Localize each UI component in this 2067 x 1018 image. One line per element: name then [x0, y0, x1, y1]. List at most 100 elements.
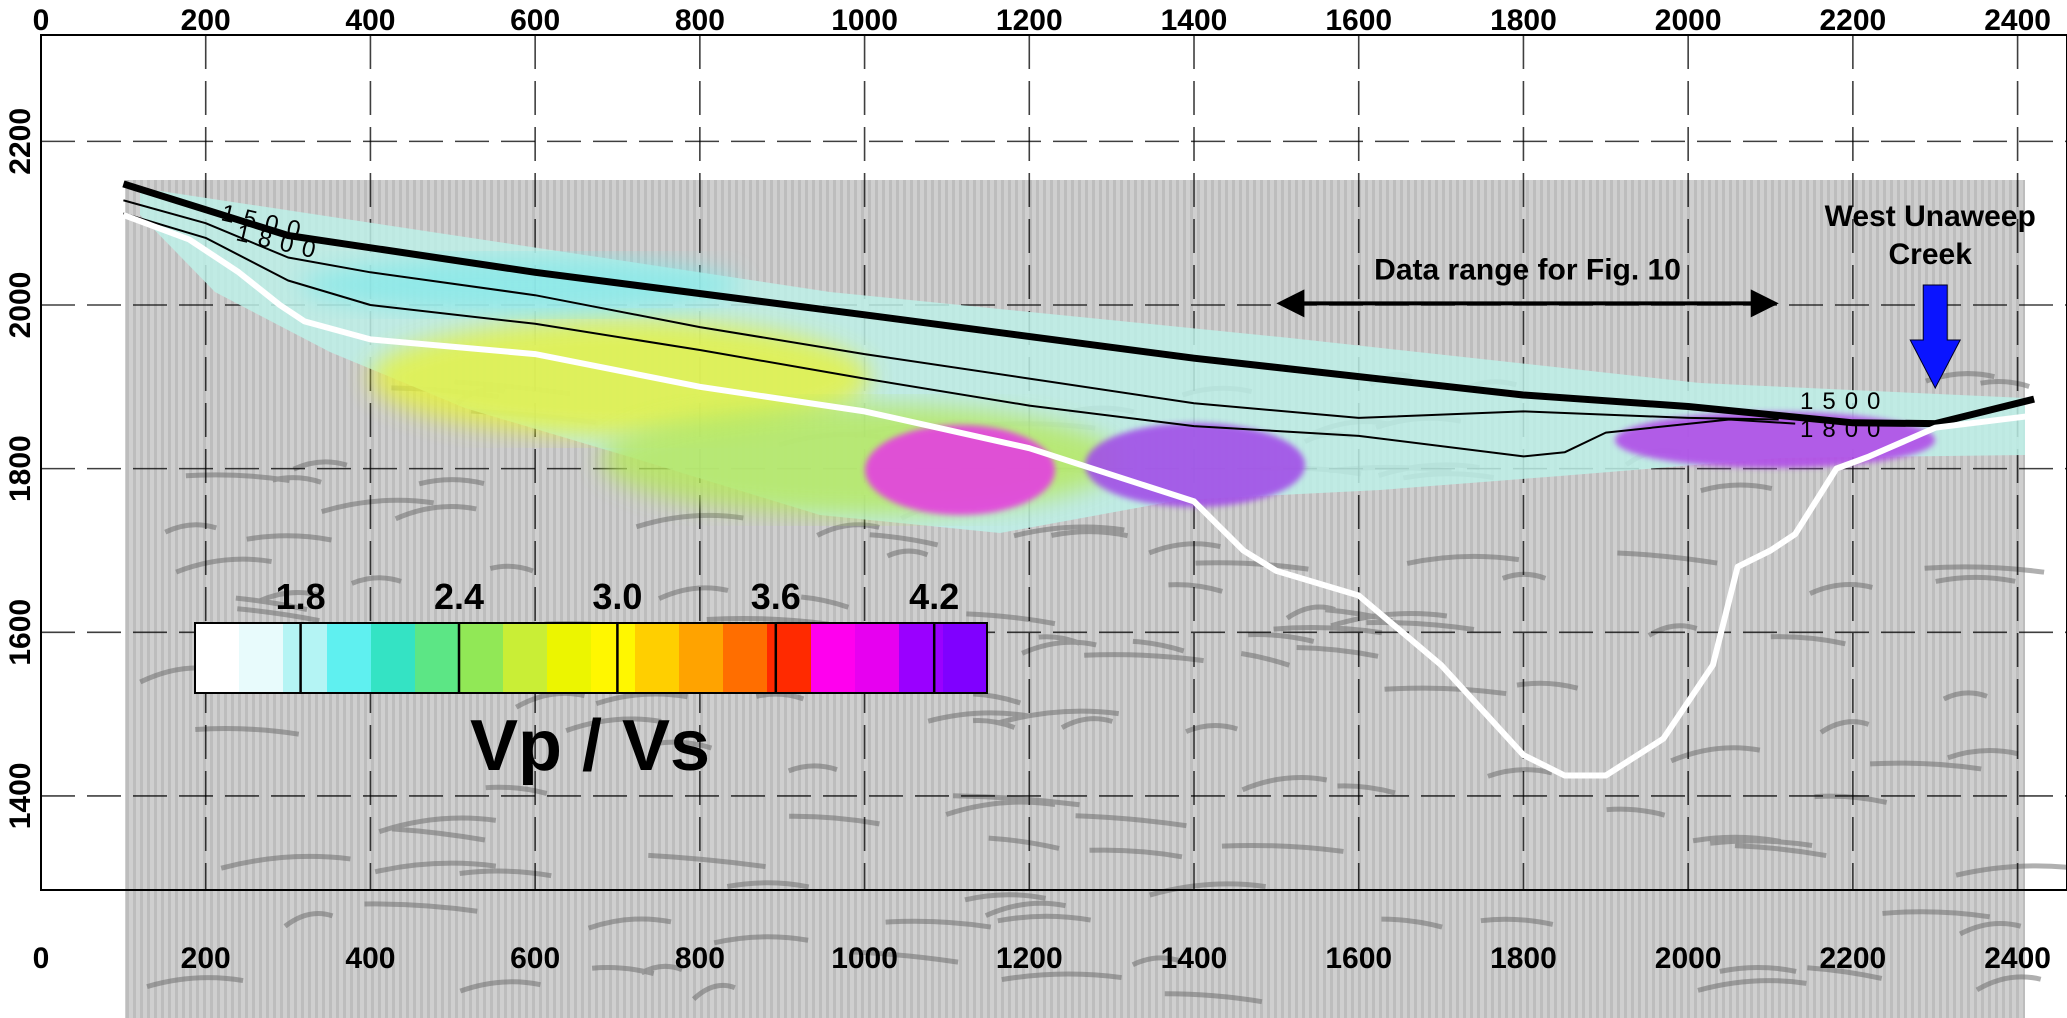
reflector-streak	[1719, 964, 1797, 974]
reflector-streak	[1487, 767, 1553, 779]
plot-frame	[40, 34, 2067, 891]
reflector-streak	[1381, 916, 1443, 930]
reflector-streak	[565, 716, 662, 734]
x-tick-label-bottom: 400	[345, 942, 395, 975]
x-tick-label-top: 1200	[996, 4, 1063, 37]
reflector-streak	[1709, 838, 1813, 848]
x-tick-label-top: 600	[510, 4, 560, 37]
reflector-streak	[1480, 916, 1554, 927]
x-tick-label-top: 2400	[1984, 4, 2051, 37]
x-tick-label-bottom: 1800	[1490, 942, 1557, 975]
basement-boundary-line	[122, 212, 2035, 779]
reflector-streak	[1084, 652, 1204, 664]
colorbar-frame	[194, 622, 988, 694]
creek-label-line2: Creek	[1889, 238, 1973, 271]
reflector-streak	[945, 799, 1056, 817]
x-tick-label-top: 400	[345, 4, 395, 37]
reflector-streak	[1050, 529, 1129, 539]
reflector-streak	[1734, 843, 1827, 859]
reflector-streak	[726, 880, 810, 890]
reflector-streak	[1195, 560, 1309, 572]
y-tick-label: 1600	[4, 599, 37, 666]
x-tick-label-bottom: 800	[675, 942, 725, 975]
reflector-streak	[1221, 842, 1344, 854]
reflector-streak	[927, 710, 1030, 724]
colorbar-tick-labels: 1.8 2.4 3.0 3.6 4.2	[276, 576, 960, 617]
colorbar-tick-label: 3.0	[592, 576, 642, 617]
reflector-streak	[259, 590, 322, 603]
reflector-streak	[1770, 634, 1846, 647]
reflector-streak	[1882, 909, 1991, 920]
reflector-streak	[283, 911, 334, 929]
colorbar-swatch	[899, 623, 944, 693]
reflector-streak	[800, 594, 850, 610]
reflector-streak	[489, 563, 534, 574]
colorbar-swatch	[547, 623, 592, 693]
reflector-streak	[272, 475, 322, 485]
data-range-label: Data range for Fig. 10	[1374, 253, 1681, 286]
y-axis: 2200 2000 1800 1600 1400	[4, 108, 37, 829]
reflector-streak	[1148, 541, 1221, 556]
reflector-streak	[587, 916, 672, 931]
reflector-streak	[1980, 378, 2030, 389]
colorbar-swatch	[195, 623, 240, 693]
colorbar-tick-label: 2.4	[434, 576, 484, 617]
colorbar-swatch	[459, 623, 504, 693]
reflector-streak	[485, 784, 548, 796]
reflector-streak	[595, 691, 688, 706]
contour-label-right-1500: 1500	[1800, 388, 1889, 415]
x-tick-label-top: 1600	[1325, 4, 1392, 37]
reflector-streak	[1606, 806, 1666, 818]
colorbar-swatch	[943, 623, 988, 693]
reflector-streak	[459, 868, 552, 879]
reflector-streak	[1942, 690, 1988, 702]
contour-1500-line	[123, 199, 1779, 421]
reflector-streak	[787, 763, 838, 774]
reflector-streak	[984, 900, 1067, 918]
y-tick-label: 2000	[4, 272, 37, 339]
x-tick-label-top: 800	[675, 4, 725, 37]
reflector-streak	[648, 852, 766, 870]
reflector-streak	[459, 979, 541, 994]
reflector-streak	[869, 532, 939, 548]
reflector-streak	[246, 533, 332, 543]
reflector-streak	[1617, 550, 1718, 566]
x-tick-label-top: 1000	[831, 4, 898, 37]
colorbar-swatch	[855, 623, 900, 693]
reflector-streak	[972, 718, 1016, 730]
reflector-streak	[886, 548, 929, 559]
violet-zone-b	[1085, 423, 1305, 507]
colorbar-title: Vp / Vs	[470, 706, 710, 786]
reflector-streak	[1089, 847, 1183, 860]
reflector-streak	[658, 585, 729, 601]
vpvs-colorbar	[194, 622, 988, 694]
reflector-streak	[1273, 625, 1383, 636]
colorbar-tick-label: 1.8	[276, 576, 326, 617]
x-tick-label-top: 2200	[1819, 4, 1886, 37]
reflector-streak	[1869, 760, 1982, 772]
x-tick-label-bottom: 200	[181, 942, 231, 975]
reflector-streak	[1164, 991, 1263, 1005]
colorbar-swatch	[591, 623, 636, 693]
x-axis-bottom: 0 200 400 600 800 1000 1200 1400 1600 1800 2000 220…	[33, 942, 2051, 975]
reflector-streak	[973, 691, 1022, 706]
colorbar-swatch	[371, 623, 416, 693]
reflector-streak	[1807, 965, 1883, 981]
y-tick-label: 2200	[4, 108, 37, 175]
reflector-streak	[1958, 920, 2022, 937]
reflector-streak	[146, 975, 244, 990]
reflector-streak	[220, 853, 351, 871]
reflector-streak	[850, 949, 959, 965]
reflector-streak	[591, 965, 655, 976]
reflector-streak	[1947, 748, 2019, 761]
reflector-streak	[320, 497, 435, 515]
reflector-streak	[691, 982, 736, 1001]
x-tick-label-top: 0	[33, 4, 50, 37]
reflector-streak	[235, 595, 308, 613]
reflector-streak	[1924, 564, 2045, 575]
contour-label-right-1800: 1800	[1800, 416, 1889, 443]
reflector-streak	[164, 522, 218, 535]
reflector-streak	[1001, 971, 1122, 983]
creek-label-line1: West Unaweep	[1825, 200, 2036, 233]
